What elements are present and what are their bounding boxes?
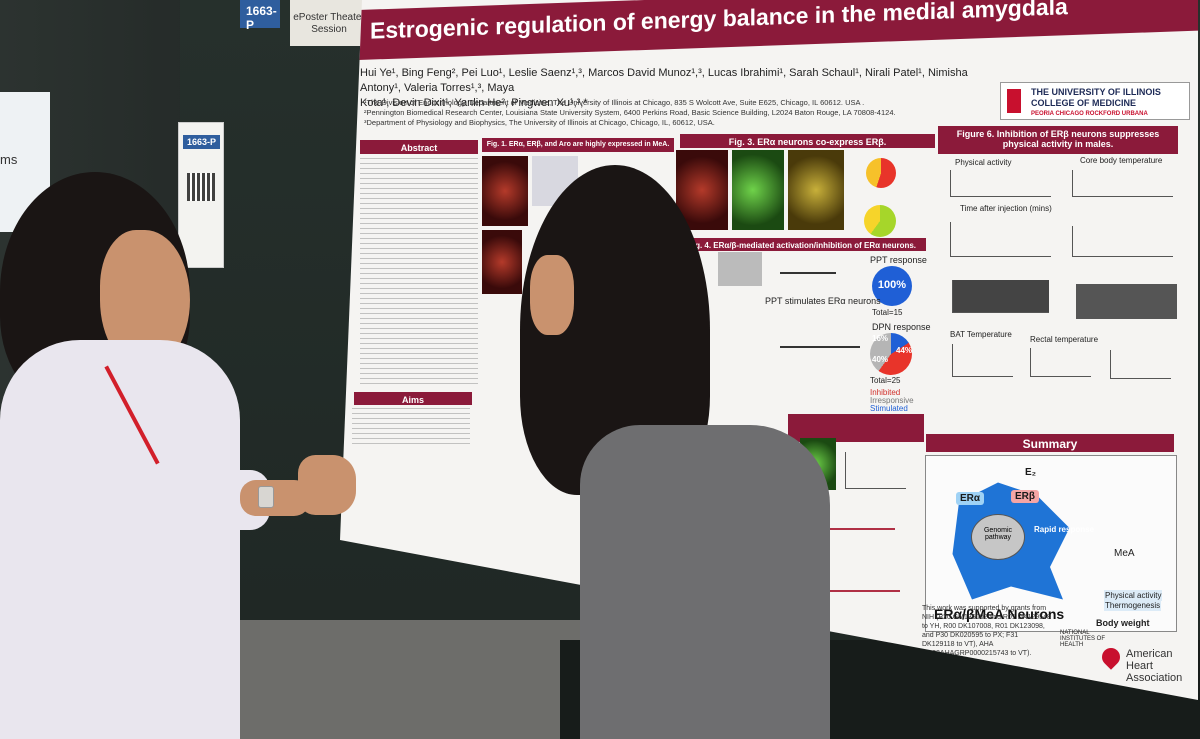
rapid-response-label: Rapid response bbox=[1034, 525, 1095, 534]
fig6-plot-bat bbox=[952, 344, 1013, 377]
fig4-dpn-pct-b: 40% bbox=[872, 355, 889, 364]
body-weight-label: Body weight bbox=[1096, 618, 1150, 628]
physical-activity-label: Physical activity bbox=[1104, 590, 1163, 601]
erb-receptor-label: ERβ bbox=[1011, 490, 1039, 503]
fig3-header: Fig. 3. ERα neurons co-express ERβ. bbox=[680, 134, 935, 148]
fig6-plot-activity-1 bbox=[950, 170, 1051, 197]
university-logo: THE UNIVERSITY OF ILLINOIS COLLEGE OF ME… bbox=[1000, 82, 1190, 120]
genomic-pathway-nucleus: Genomic pathway bbox=[971, 514, 1025, 560]
affiliation-2: ²Pennington Biomedical Research Center, … bbox=[364, 108, 896, 117]
viewer-jacket bbox=[580, 425, 830, 739]
fig4-ppt-response-label: PPT response bbox=[870, 255, 927, 265]
e2-label: E₂ bbox=[1025, 467, 1037, 478]
fig3-pie-era bbox=[866, 158, 896, 188]
fig6-plot-extra bbox=[1110, 350, 1171, 379]
uic-emblem-icon bbox=[1007, 89, 1021, 113]
fig1-micrograph-era bbox=[482, 156, 528, 226]
uic-line-2: COLLEGE OF MEDICINE bbox=[1031, 98, 1137, 108]
aims-text bbox=[352, 408, 470, 448]
author-list: Hui Ye¹, Bing Feng², Pei Luo¹, Leslie Sa… bbox=[360, 66, 1000, 111]
booth-sign: 1663-P bbox=[178, 122, 224, 268]
presenter-shirt bbox=[0, 340, 240, 739]
neurons-label: ERα/βMeA Neurons bbox=[934, 606, 1065, 622]
fig4-ppt-pie bbox=[872, 266, 912, 306]
era-receptor-label: ERα bbox=[956, 492, 985, 505]
neighbor-poster-text: ms bbox=[0, 152, 18, 167]
viewer-person bbox=[510, 165, 850, 739]
author-line-1: Hui Ye¹, Bing Feng², Pei Luo¹, Leslie Sa… bbox=[360, 67, 968, 94]
fig6-plot-activity-2 bbox=[950, 222, 1051, 257]
booth-number-tag: 1663-P bbox=[240, 0, 280, 32]
fig5-header bbox=[788, 414, 924, 442]
fig6-plot-rectal bbox=[1030, 348, 1091, 377]
fig1-header: Fig. 1. ERα, ERβ, and Aro are highly exp… bbox=[482, 138, 674, 152]
aha-logo-text: American Heart Association bbox=[1126, 648, 1183, 684]
funding-text: This work was supported by grants from N… bbox=[922, 605, 1051, 657]
fig4-dpn-pie bbox=[870, 333, 912, 375]
affiliation-1: ¹The Division of Endocrinology, Departme… bbox=[364, 98, 865, 107]
fig4-ppt-stimulates: PPT stimulates ERα neurons bbox=[765, 296, 881, 306]
fig4-header: Fig. 4. ERα/β-mediated activation/inhibi… bbox=[678, 238, 926, 251]
fig4-ppt-pct: 100% bbox=[877, 279, 907, 291]
fig4-dpn-pct-a: 16% bbox=[872, 334, 889, 343]
fig5-plot-1 bbox=[845, 452, 906, 489]
fig4-micrograph bbox=[718, 252, 762, 286]
fig4-dpn-response-label: DPN response bbox=[872, 322, 931, 332]
fig5-trace-1 bbox=[815, 520, 895, 530]
fig3-micrograph-green bbox=[732, 150, 784, 230]
fig6-rectal-temp-label: Rectal temperature bbox=[1030, 335, 1099, 344]
fig3-micrograph-merge bbox=[788, 150, 844, 230]
nih-logo: NATIONAL INSTITUTES OF HEALTH bbox=[1060, 630, 1105, 648]
fig6-plot-temp-3 bbox=[1076, 284, 1177, 319]
fig6-core-temp-label: Core body temperature bbox=[1080, 156, 1163, 165]
fig1-micrograph-lower bbox=[482, 230, 522, 294]
uic-line-3: PEORIA CHICAGO ROCKFORD URBANA bbox=[1031, 111, 1148, 117]
carpet-floor bbox=[200, 620, 620, 739]
thermogenesis-label: Thermogenesis bbox=[1104, 600, 1162, 611]
fig6-physical-activity-label: Physical activity bbox=[955, 158, 1012, 167]
poster-title: Estrogenic regulation of energy balance … bbox=[358, 0, 1198, 61]
fig4-legend-stimulated: Stimulated bbox=[870, 404, 908, 413]
abstract-text bbox=[360, 158, 478, 388]
presenter-person bbox=[0, 160, 360, 739]
fig6-plot-activity-3 bbox=[952, 280, 1049, 313]
fig4-dpn-trace bbox=[780, 340, 860, 348]
summary-header: Summary bbox=[926, 434, 1174, 452]
aims-header: Aims bbox=[354, 392, 472, 405]
wristwatch-icon bbox=[258, 486, 274, 508]
viewer-face bbox=[530, 255, 574, 335]
affiliation-3: ³Department of Physiology and Biophysics… bbox=[364, 118, 715, 127]
aha-heart-icon bbox=[1098, 644, 1124, 670]
uic-line-1: THE UNIVERSITY OF ILLINOIS bbox=[1031, 87, 1161, 97]
presenter-hand bbox=[298, 455, 356, 515]
author-line-2: Kota¹, Devin Dixit¹, Yanlin He², Pingwen… bbox=[360, 97, 588, 109]
affiliations: ¹The Division of Endocrinology, Departme… bbox=[364, 98, 984, 128]
fig6-header: Figure 6. Inhibition of ERβ neurons supp… bbox=[938, 126, 1178, 154]
fig6-bat-temp-label: BAT Temperature bbox=[950, 330, 1012, 339]
fig4-dpn-total: Total=25 bbox=[870, 376, 901, 385]
fig4-legend-irresponsive: Irresponsive bbox=[870, 396, 914, 405]
booth-sign-number: 1663-P bbox=[183, 135, 221, 149]
fig3-pie-erb bbox=[864, 205, 896, 237]
fig5-trace-2 bbox=[820, 582, 900, 592]
fig6-plot-temp-2 bbox=[1072, 226, 1173, 257]
summary-diagram: ERα ERβ E₂ Genomic pathway Rapid respons… bbox=[925, 455, 1177, 632]
fig6-plot-temp-1 bbox=[1072, 170, 1173, 197]
fig4-ppt-total: Total=15 bbox=[872, 308, 903, 317]
fig6-time-label: Time after injection (mins) bbox=[960, 204, 1052, 213]
fig4-dpn-pct-c: 44% bbox=[896, 346, 913, 355]
fig3-micrograph-red bbox=[676, 150, 728, 230]
abstract-header: Abstract bbox=[360, 140, 478, 154]
eposter-theater-sign: ePoster Theater Session bbox=[290, 0, 368, 46]
fig4-ppt-trace bbox=[780, 262, 836, 274]
qr-code-icon bbox=[187, 173, 215, 201]
fig4-legend-inhibited: Inhibited bbox=[870, 388, 901, 397]
mea-label: MeA bbox=[1114, 548, 1135, 559]
